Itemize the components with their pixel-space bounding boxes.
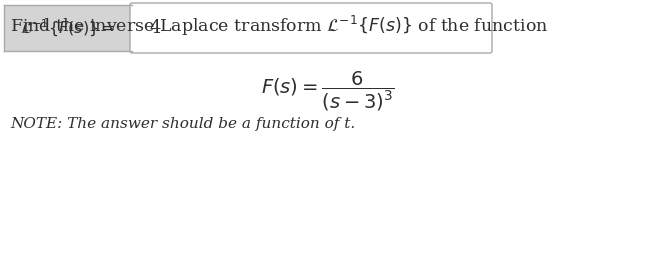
Text: 4: 4	[150, 19, 161, 37]
Text: NOTE: The answer should be a function of t.: NOTE: The answer should be a function of…	[10, 117, 356, 131]
Text: $F(s) = \dfrac{6}{(s-3)^3}$: $F(s) = \dfrac{6}{(s-3)^3}$	[261, 69, 395, 112]
Bar	[4, 5, 132, 51]
Text: Find the inverse Laplace transform $\mathcal{L}^{-1}\{F(s)\}$ of the function: Find the inverse Laplace transform $\mat…	[10, 14, 548, 38]
Text: $\mathcal{L}^{-1}\{F(s)\} = $: $\mathcal{L}^{-1}\{F(s)\} = $	[20, 17, 115, 38]
FancyBboxPatch shape	[130, 3, 492, 53]
